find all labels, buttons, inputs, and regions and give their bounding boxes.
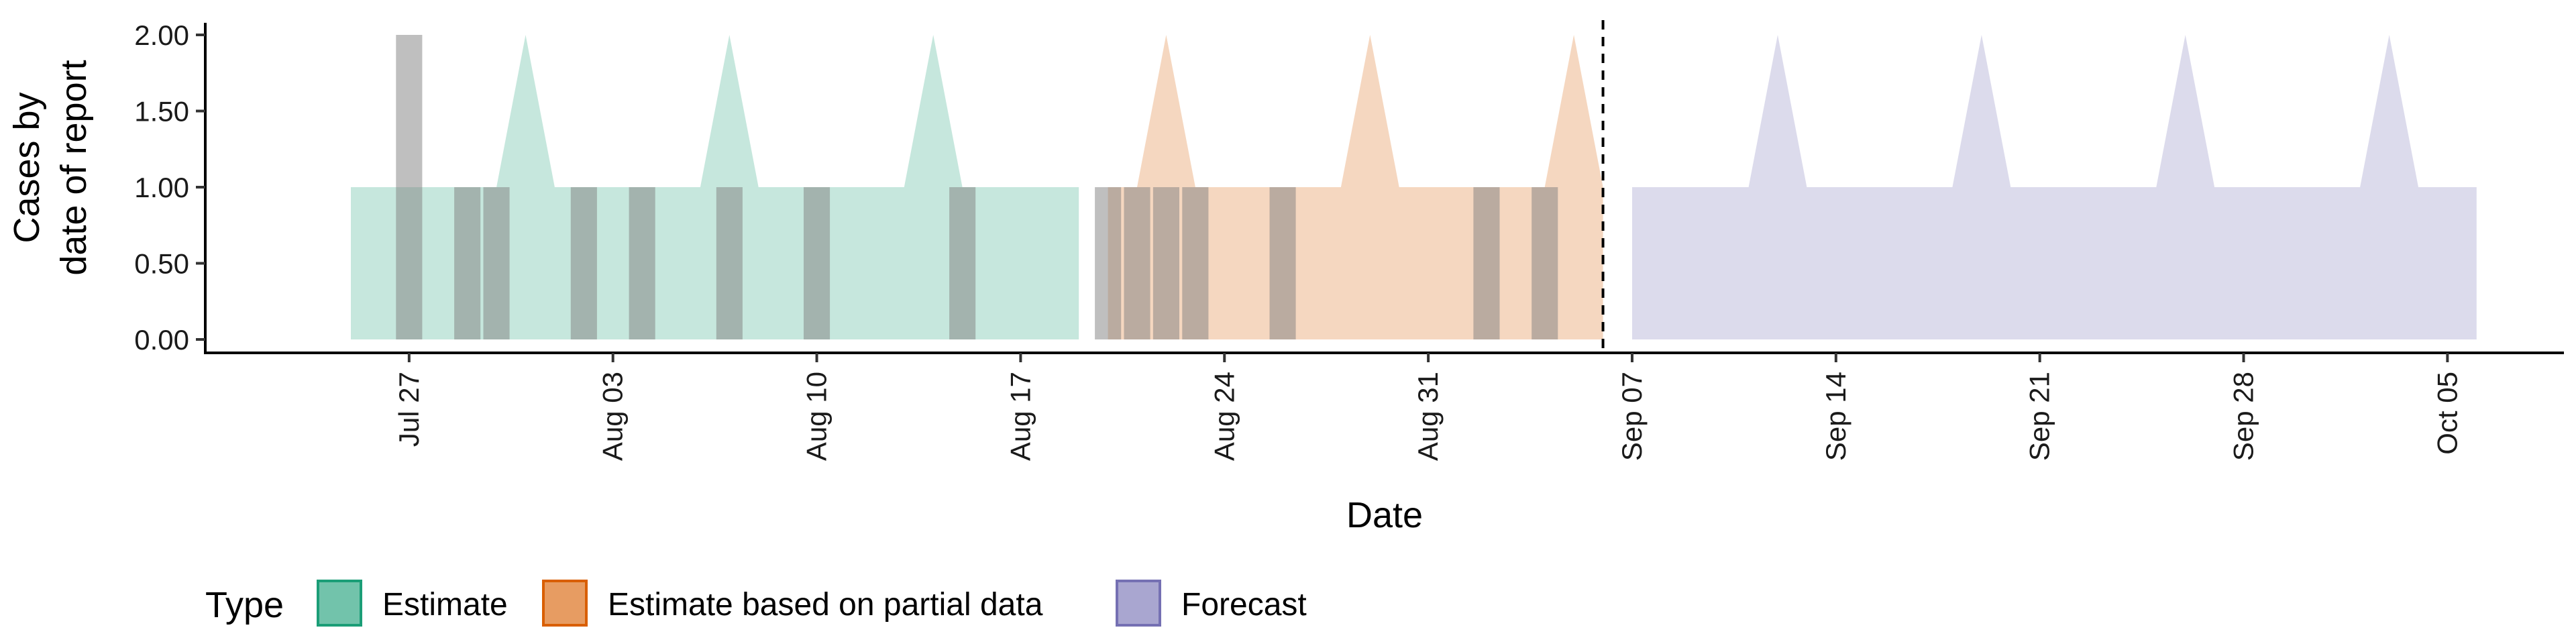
- series-area-2: [1632, 35, 2477, 339]
- legend-label-0: Estimate: [382, 587, 508, 623]
- legend-swatch-0: [317, 580, 362, 627]
- legend-items: Estimate Estimate based on partial data Fo…: [317, 580, 1307, 627]
- x-tick-label: Sep 28: [2228, 372, 2259, 461]
- legend-swatch-2: [1116, 580, 1161, 627]
- x-axis-title: Date: [1346, 495, 1423, 535]
- y-tick-label: 2.00: [134, 19, 189, 51]
- case-bar-3: [570, 187, 597, 339]
- case-bar-7: [949, 187, 976, 339]
- case-bar-8: [1095, 187, 1122, 339]
- y-axis-title-line-2: date of report: [54, 60, 94, 275]
- reported-case-bars: [396, 35, 1558, 339]
- case-bar-6: [804, 187, 830, 339]
- y-axis-ticks: 0.00 0.50 1.00 1.50 2.00: [134, 19, 205, 356]
- x-tick-label: Aug 10: [801, 372, 833, 461]
- x-tick-label: Oct 05: [2431, 372, 2463, 455]
- case-bar-14: [1532, 187, 1558, 339]
- legend: Type Estimate Estimate based on partial d…: [205, 580, 1307, 627]
- x-tick-label: Aug 17: [1004, 372, 1036, 461]
- case-bar-10: [1152, 187, 1179, 339]
- x-tick-label: Sep 21: [2024, 372, 2055, 461]
- series-areas: [351, 35, 2477, 339]
- legend-label-1: Estimate based on partial data: [608, 587, 1043, 623]
- legend-label-2: Forecast: [1181, 587, 1307, 623]
- x-axis-ticks: Jul 27 Aug 03 Aug 10 Aug 17 Aug 24 Aug 31 Sep …: [393, 353, 2463, 461]
- x-tick-label: Aug 24: [1208, 372, 1240, 461]
- y-tick-label: 1.00: [134, 172, 189, 203]
- x-tick-label: Aug 03: [597, 372, 629, 461]
- case-bar-1: [454, 187, 481, 339]
- x-tick-label: Jul 27: [393, 372, 425, 447]
- case-bar-5: [716, 187, 743, 339]
- case-bar-2: [483, 187, 510, 339]
- y-tick-label: 0.50: [134, 248, 189, 280]
- case-bar-0: [396, 35, 423, 339]
- y-axis-title: Cases by date of report: [7, 60, 94, 275]
- y-tick-label: 0.00: [134, 324, 189, 356]
- y-axis-title-line-1: Cases by: [7, 92, 47, 243]
- case-bar-11: [1182, 187, 1209, 339]
- x-tick-label: Aug 31: [1412, 372, 1444, 461]
- x-tick-label: Sep 07: [1616, 372, 1648, 461]
- case-bar-9: [1124, 187, 1150, 339]
- series-area-0: [351, 35, 1079, 339]
- case-bar-12: [1269, 187, 1296, 339]
- x-tick-label: Sep 14: [1820, 372, 1851, 461]
- case-bar-4: [629, 187, 655, 339]
- legend-title: Type: [205, 585, 284, 625]
- case-bar-13: [1473, 187, 1500, 339]
- legend-swatch-1: [542, 580, 588, 627]
- y-tick-label: 1.50: [134, 96, 189, 127]
